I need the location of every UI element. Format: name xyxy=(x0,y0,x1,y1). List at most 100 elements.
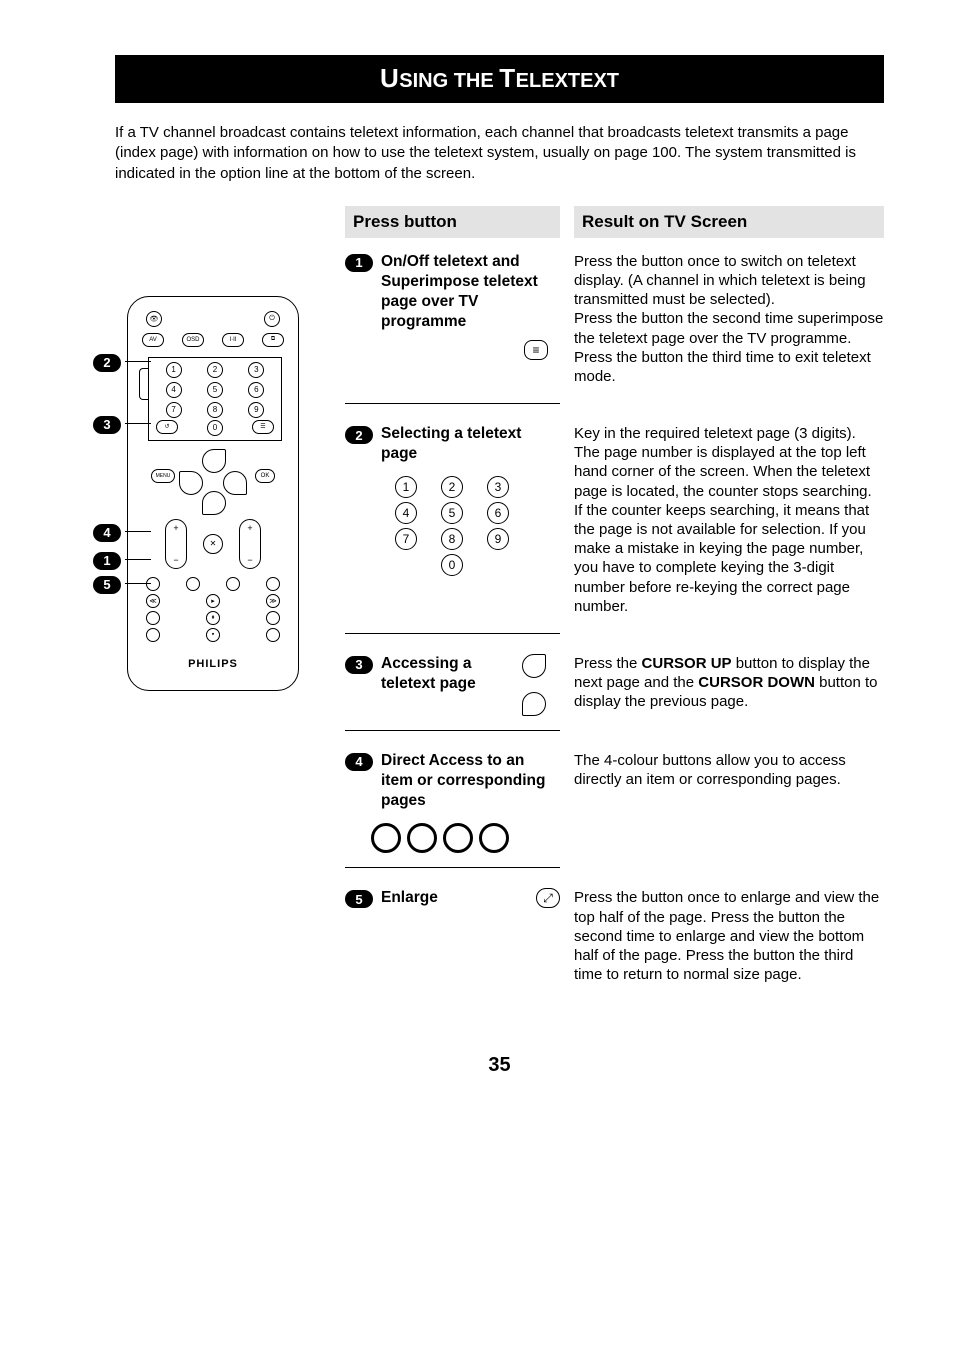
key-2: 2 xyxy=(441,476,463,498)
result-cell: Key in the required teletext page (3 dig… xyxy=(574,424,884,616)
key-7: 7 xyxy=(395,528,417,550)
step-badge: 3 xyxy=(345,656,373,674)
colour-buttons-icon xyxy=(371,823,560,853)
play-icon: ▸ xyxy=(206,594,220,608)
callout-badge: 4 xyxy=(93,524,121,542)
callout-badge: 1 xyxy=(93,552,121,570)
title-rest-2: ELEXTEXT xyxy=(516,70,619,92)
cursor-down-icon xyxy=(522,692,546,716)
incrpic-icon xyxy=(266,628,280,642)
press-cell: 3 Accessing a teletext page xyxy=(345,654,560,731)
step-title: Enlarge xyxy=(381,888,528,908)
slow-icon xyxy=(146,611,160,625)
audio-icon xyxy=(186,577,200,591)
intro-paragraph: If a TV channel broadcast contains telet… xyxy=(115,123,884,184)
callout-badge: 2 xyxy=(93,354,121,372)
cursor-down-label: CURSOR DOWN xyxy=(698,674,815,691)
remote-wrap: 2 3 4 1 5 👁 ⏻ xyxy=(127,296,345,691)
incrsurr-icon xyxy=(146,628,160,642)
header-result: Result on TV Screen xyxy=(574,206,884,238)
key-3: 3 xyxy=(248,362,264,378)
result-text: Press the xyxy=(574,655,642,672)
key-6: 6 xyxy=(248,382,264,398)
colour-dot xyxy=(479,823,509,853)
smart-right: ☰ xyxy=(252,420,274,434)
rew-icon: ≪ xyxy=(146,594,160,608)
result-cell: Press the button once to enlarge and vie… xyxy=(574,888,884,984)
brand-label: PHILIPS xyxy=(138,658,288,670)
step-row: 3 Accessing a teletext page Press the CU… xyxy=(345,640,884,737)
table-header-row: Press button Result on TV Screen xyxy=(345,206,884,238)
ff-icon: ≫ xyxy=(266,594,280,608)
key-5: 5 xyxy=(441,502,463,524)
program-rocker: +− xyxy=(239,519,261,569)
remote-outline: 👁 ⏻ AV OSD I·II ⧉ 1 2 3 4 xyxy=(127,296,299,691)
key-8: 8 xyxy=(207,402,223,418)
step-row: 4 Direct Access to an item or correspond… xyxy=(345,737,884,874)
number-pad-box: 1 2 3 4 5 6 7 8 9 ↺ 0 xyxy=(148,357,282,441)
eye-icon: 👁 xyxy=(146,311,162,327)
angle-icon xyxy=(266,577,280,591)
result-cell: Press the button once to switch on telet… xyxy=(574,252,884,386)
cursor-ring: MENU OK xyxy=(153,449,273,515)
lower-button-rows: ≪ ▸ ≫ ⏸ ▪ xyxy=(138,577,288,642)
cursor-left-icon xyxy=(179,471,203,495)
key-2: 2 xyxy=(207,362,223,378)
tc-icon xyxy=(146,577,160,591)
rocker-row: +− ✕ +− xyxy=(138,519,288,569)
proglist-icon xyxy=(266,611,280,625)
enlarge-icon: ⤢ xyxy=(536,888,560,908)
pause-icon: ⏸ xyxy=(206,611,220,625)
cursor-right-icon xyxy=(223,471,247,495)
title-initial-2: T xyxy=(499,63,515,93)
power-icon: ⏻ xyxy=(264,311,280,327)
volume-rocker: +− xyxy=(165,519,187,569)
key-7: 7 xyxy=(166,402,182,418)
key-6: 6 xyxy=(487,502,509,524)
step-title: Accessing a teletext page xyxy=(381,654,522,694)
key-9: 9 xyxy=(487,528,509,550)
step-badge: 1 xyxy=(345,254,373,272)
teletext-icon: ≡ xyxy=(524,340,548,360)
press-cell: 2 Selecting a teletext page 1 2 3 4 5 6 … xyxy=(345,424,560,634)
press-cell: 5 Enlarge ⤢ xyxy=(345,888,560,1002)
colour-dot xyxy=(371,823,401,853)
result-cell: Press the CURSOR UP button to display th… xyxy=(574,654,884,713)
key-4: 4 xyxy=(166,382,182,398)
colour-dot xyxy=(443,823,473,853)
cursor-down-icon xyxy=(202,491,226,515)
number-keys-diagram: 1 2 3 4 5 6 7 8 9 0 xyxy=(395,476,560,576)
ok-button: OK xyxy=(255,469,275,483)
title-rest-1: SING xyxy=(399,70,448,92)
callout-badge: 5 xyxy=(93,576,121,594)
key-8: 8 xyxy=(441,528,463,550)
key-1: 1 xyxy=(395,476,417,498)
smart-left: ↺ xyxy=(156,420,178,434)
header-press: Press button xyxy=(345,206,560,238)
step-title: Selecting a teletext page xyxy=(381,424,560,464)
step-badge: 4 xyxy=(345,753,373,771)
step-badge: 5 xyxy=(345,890,373,908)
key-3: 3 xyxy=(487,476,509,498)
colour-dot xyxy=(407,823,437,853)
key-1: 1 xyxy=(166,362,182,378)
press-cell: 1 On/Off teletext and Superimpose telete… xyxy=(345,252,560,404)
callout-badge: 3 xyxy=(93,416,121,434)
cursor-up-icon xyxy=(522,654,546,678)
section-title: USING THE TELEXTEXT xyxy=(115,55,884,103)
press-cell: 4 Direct Access to an item or correspond… xyxy=(345,751,560,868)
key-5: 5 xyxy=(207,382,223,398)
mute-icon: ✕ xyxy=(203,534,223,554)
cursor-up-icon xyxy=(202,449,226,473)
key-0: 0 xyxy=(441,554,463,576)
remote-illustration-column: 2 3 4 1 5 👁 ⏻ xyxy=(115,206,345,1009)
key-4: 4 xyxy=(395,502,417,524)
key-9: 9 xyxy=(248,402,264,418)
stop-icon: ▪ xyxy=(206,628,220,642)
key-0: 0 xyxy=(207,420,223,436)
sts-icon xyxy=(226,577,240,591)
step-row: 1 On/Off teletext and Superimpose telete… xyxy=(345,238,884,410)
step-title: Direct Access to an item or correspondin… xyxy=(381,751,560,811)
osd-button: OSD xyxy=(182,333,204,347)
menu-button: MENU xyxy=(151,469,175,483)
